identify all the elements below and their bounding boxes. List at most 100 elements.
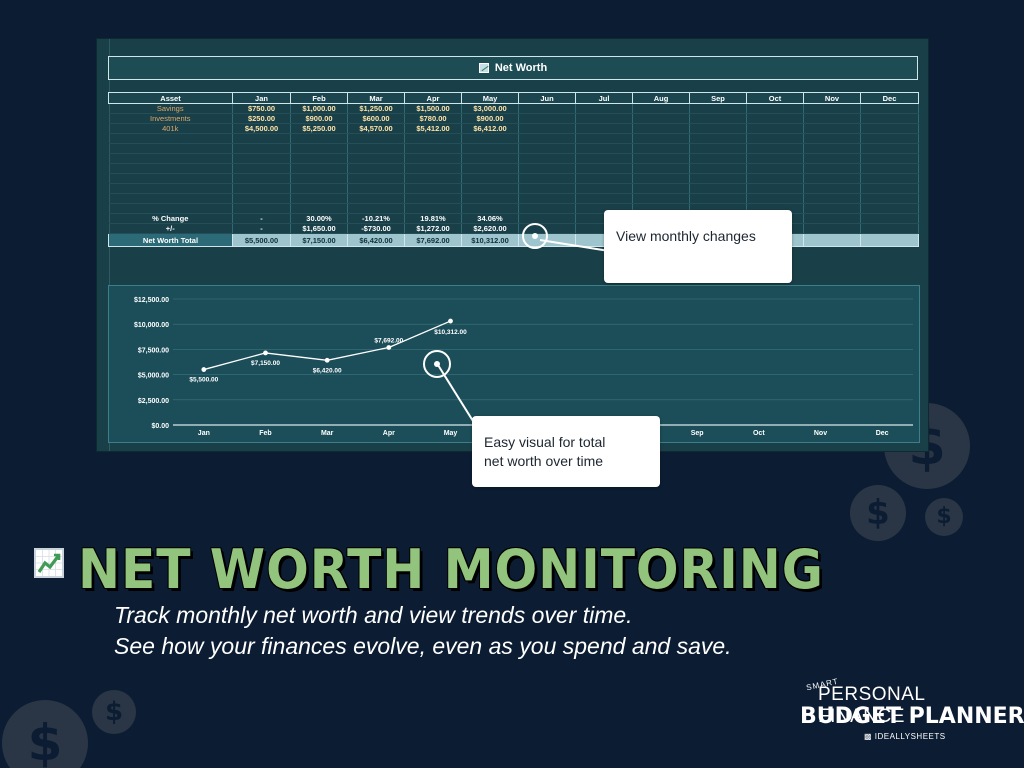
table-cell[interactable]: $250.00 — [232, 113, 291, 124]
table-cell[interactable] — [518, 203, 576, 214]
table-cell[interactable] — [575, 123, 633, 134]
table-cell[interactable] — [347, 143, 405, 154]
table-cell[interactable]: $6,420.00 — [347, 233, 405, 247]
table-cell[interactable]: $7,692.00 — [404, 233, 462, 247]
table-cell[interactable]: - — [232, 223, 291, 234]
table-cell[interactable] — [860, 223, 919, 234]
table-cell[interactable] — [575, 143, 633, 154]
table-cell[interactable] — [518, 213, 576, 224]
table-cell[interactable] — [347, 153, 405, 164]
table-cell[interactable]: $600.00 — [347, 113, 405, 124]
table-cell[interactable] — [803, 203, 861, 214]
table-cell[interactable] — [518, 133, 576, 144]
table-cell[interactable] — [803, 223, 861, 234]
table-cell[interactable]: 30.00% — [290, 213, 348, 224]
table-cell[interactable]: $6,412.00 — [461, 123, 519, 134]
table-cell[interactable] — [860, 213, 919, 224]
table-cell[interactable] — [689, 193, 747, 204]
table-cell[interactable]: -10.21% — [347, 213, 405, 224]
table-cell[interactable] — [632, 173, 690, 184]
table-cell[interactable] — [232, 173, 291, 184]
table-cell[interactable] — [632, 153, 690, 164]
table-cell[interactable] — [689, 153, 747, 164]
table-cell[interactable] — [290, 173, 348, 184]
table-cell[interactable] — [803, 183, 861, 194]
table-cell[interactable] — [347, 203, 405, 214]
table-cell[interactable] — [575, 193, 633, 204]
table-cell[interactable]: $10,312.00 — [461, 233, 519, 247]
table-cell[interactable] — [575, 113, 633, 124]
table-cell[interactable]: $2,620.00 — [461, 223, 519, 234]
table-cell[interactable] — [518, 183, 576, 194]
table-cell[interactable] — [232, 153, 291, 164]
table-cell[interactable] — [860, 163, 919, 174]
table-cell[interactable] — [860, 193, 919, 204]
table-cell[interactable] — [746, 133, 804, 144]
table-cell[interactable]: 19.81% — [404, 213, 462, 224]
table-cell[interactable] — [518, 173, 576, 184]
table-cell[interactable] — [746, 163, 804, 174]
table-cell[interactable] — [290, 163, 348, 174]
table-cell[interactable] — [632, 133, 690, 144]
table-cell[interactable] — [404, 143, 462, 154]
table-cell[interactable] — [746, 123, 804, 134]
table-cell[interactable] — [461, 143, 519, 154]
table-cell[interactable] — [290, 143, 348, 154]
table-cell[interactable] — [746, 173, 804, 184]
table-cell[interactable] — [404, 163, 462, 174]
table-cell[interactable] — [404, 203, 462, 214]
table-cell[interactable] — [746, 153, 804, 164]
table-cell[interactable] — [860, 123, 919, 134]
table-cell[interactable] — [575, 183, 633, 194]
table-cell[interactable] — [632, 163, 690, 174]
table-cell[interactable] — [632, 143, 690, 154]
table-cell[interactable] — [803, 103, 861, 114]
table-cell[interactable] — [575, 173, 633, 184]
table-cell[interactable] — [803, 233, 861, 247]
table-cell[interactable] — [689, 113, 747, 124]
table-cell[interactable] — [347, 183, 405, 194]
table-cell[interactable] — [803, 133, 861, 144]
table-cell[interactable] — [860, 113, 919, 124]
table-cell[interactable] — [632, 103, 690, 114]
table-cell[interactable] — [746, 193, 804, 204]
table-cell[interactable] — [404, 183, 462, 194]
table-cell[interactable] — [347, 133, 405, 144]
table-cell[interactable] — [860, 143, 919, 154]
table-cell[interactable] — [232, 183, 291, 194]
table-cell[interactable] — [461, 163, 519, 174]
table-cell[interactable] — [232, 193, 291, 204]
table-cell[interactable] — [290, 153, 348, 164]
table-cell[interactable] — [803, 113, 861, 124]
table-cell[interactable] — [232, 203, 291, 214]
table-cell[interactable] — [461, 133, 519, 144]
table-cell[interactable] — [518, 113, 576, 124]
table-cell[interactable] — [746, 113, 804, 124]
table-cell[interactable] — [232, 163, 291, 174]
table-cell[interactable]: - — [232, 213, 291, 224]
table-cell[interactable] — [803, 193, 861, 204]
table-cell[interactable] — [746, 143, 804, 154]
table-cell[interactable]: $1,500.00 — [404, 103, 462, 114]
table-cell[interactable] — [689, 173, 747, 184]
table-cell[interactable]: $1,650.00 — [290, 223, 348, 234]
table-cell[interactable] — [746, 103, 804, 114]
table-cell[interactable]: $5,250.00 — [290, 123, 348, 134]
table-cell[interactable]: $7,150.00 — [290, 233, 348, 247]
table-cell[interactable] — [461, 183, 519, 194]
table-cell[interactable] — [575, 133, 633, 144]
table-cell[interactable]: -$730.00 — [347, 223, 405, 234]
table-cell[interactable] — [860, 233, 919, 247]
table-cell[interactable] — [404, 153, 462, 164]
table-cell[interactable] — [575, 153, 633, 164]
table-cell[interactable] — [632, 183, 690, 194]
table-cell[interactable]: $780.00 — [404, 113, 462, 124]
table-cell[interactable] — [803, 173, 861, 184]
table-cell[interactable] — [860, 203, 919, 214]
table-cell[interactable] — [518, 163, 576, 174]
table-cell[interactable]: $1,000.00 — [290, 103, 348, 114]
table-cell[interactable]: $900.00 — [290, 113, 348, 124]
table-cell[interactable] — [461, 193, 519, 204]
table-cell[interactable] — [632, 123, 690, 134]
table-cell[interactable] — [803, 143, 861, 154]
